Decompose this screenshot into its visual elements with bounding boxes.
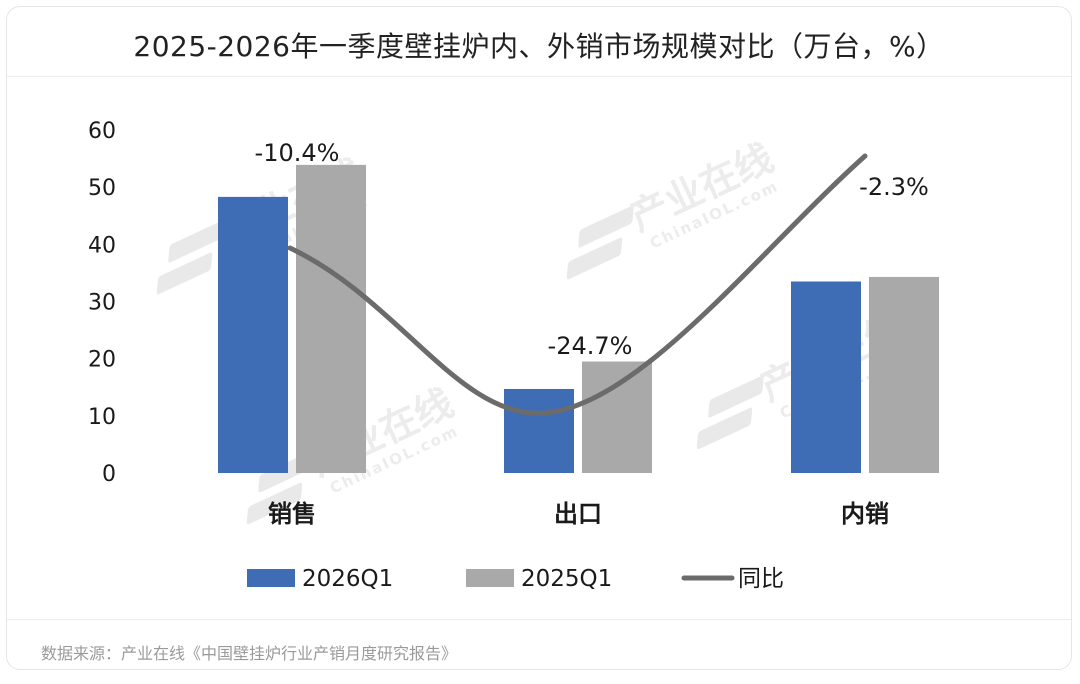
watermark-logo-icon bbox=[708, 375, 764, 418]
bar-2026Q1 bbox=[791, 281, 861, 473]
yoy-data-label: -2.3% bbox=[859, 173, 929, 201]
y-tick-label: 60 bbox=[88, 119, 116, 144]
watermark-logo-icon bbox=[578, 205, 634, 248]
yoy-line bbox=[287, 153, 868, 416]
y-tick-label: 40 bbox=[88, 233, 116, 258]
legend-swatch-2026 bbox=[247, 569, 295, 587]
y-axis: 0 10 20 30 40 50 60 bbox=[88, 119, 116, 487]
x-category-label: 内销 bbox=[841, 500, 889, 528]
watermark-logo-icon bbox=[696, 407, 753, 450]
footer-divider bbox=[7, 619, 1071, 620]
legend-label: 2025Q1 bbox=[521, 566, 612, 592]
x-axis: 销售 出口 内销 bbox=[268, 500, 889, 528]
legend-label: 同比 bbox=[738, 566, 784, 592]
y-tick-label: 20 bbox=[88, 348, 116, 373]
source-note: 数据来源：产业在线《中国壁挂炉行业产销月度研究报告》 bbox=[41, 644, 458, 663]
y-tick-label: 10 bbox=[88, 405, 116, 430]
y-tick-label: 30 bbox=[88, 291, 116, 316]
watermark-logo-icon bbox=[156, 252, 213, 295]
watermark-logo-icon bbox=[246, 482, 303, 525]
bar-2026Q1 bbox=[218, 196, 288, 473]
bar-2025Q1 bbox=[296, 164, 366, 473]
watermark-logo-icon bbox=[566, 237, 623, 280]
data-labels: -10.4% -24.7% -2.3% bbox=[255, 139, 929, 360]
x-category-label: 出口 bbox=[554, 500, 602, 528]
y-tick-label: 0 bbox=[102, 462, 116, 487]
legend-label: 2026Q1 bbox=[302, 566, 393, 592]
bar-2026Q1 bbox=[504, 388, 574, 473]
bar-2025Q1 bbox=[869, 276, 939, 473]
legend: 2026Q1 2025Q1 同比 bbox=[247, 566, 784, 592]
legend-swatch-2025 bbox=[466, 569, 514, 587]
bar-2025Q1 bbox=[582, 361, 652, 473]
title-bar: 2025-2026年一季度壁挂炉内、外销市场规模对比（万台，%） bbox=[7, 7, 1071, 77]
yoy-series-line bbox=[287, 153, 868, 416]
watermark-logo-icon bbox=[168, 220, 224, 263]
y-tick-label: 50 bbox=[88, 176, 116, 201]
yoy-data-label: -10.4% bbox=[255, 139, 340, 167]
chart-title: 2025-2026年一季度壁挂炉内、外销市场规模对比（万台，%） bbox=[133, 30, 945, 63]
bars bbox=[218, 164, 939, 473]
yoy-data-label: -24.7% bbox=[548, 332, 633, 360]
x-category-label: 销售 bbox=[268, 500, 316, 528]
